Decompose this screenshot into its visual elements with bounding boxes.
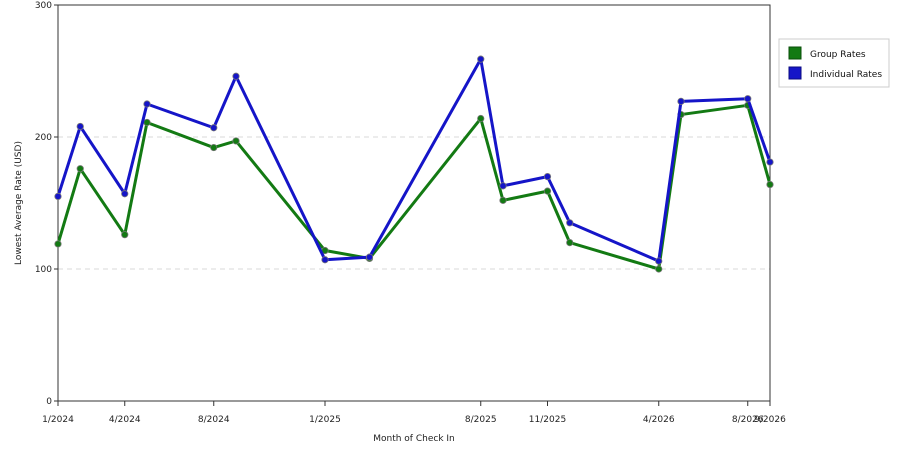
x-tick-label: 9/2026 [754, 415, 786, 425]
data-point-individual-rates [677, 97, 685, 105]
data-point-group-rates [54, 240, 62, 248]
data-point-individual-rates [54, 192, 62, 200]
legend-label-individual-rates: Individual Rates [810, 70, 882, 80]
x-tick-label: 11/2025 [529, 415, 566, 425]
data-point-group-rates [655, 265, 663, 273]
x-tick-label: 1/2024 [42, 415, 74, 425]
data-point-group-rates [543, 187, 552, 195]
legend: Group Rates Individual Rates [778, 38, 890, 88]
data-point-group-rates [121, 231, 129, 239]
x-tick-label: 8/2025 [465, 415, 497, 425]
x-tick-label: 8/2026 [732, 415, 764, 425]
legend-label-group-rates: Group Rates [810, 50, 866, 60]
x-tick-label: 1/2025 [309, 415, 341, 425]
data-point-individual-rates [321, 256, 329, 264]
data-point-individual-rates [365, 253, 374, 261]
data-point-group-rates [232, 137, 240, 145]
plot-frame [57, 4, 771, 402]
data-point-group-rates [766, 180, 774, 189]
data-point-group-rates [566, 239, 574, 247]
data-point-group-rates [210, 143, 218, 152]
data-point-group-rates [499, 196, 507, 204]
x-tick-label: 4/2026 [643, 415, 675, 425]
y-axis-ticks: 0 100 200 300 [35, 1, 58, 407]
series-layer [54, 55, 774, 273]
data-point-individual-rates [744, 95, 752, 103]
data-point-group-rates [76, 165, 84, 173]
series-line-group-rates [56, 103, 772, 271]
data-point-individual-rates [543, 173, 552, 181]
x-axis-ticks: 1/2024 4/2024 8/2024 1/2025 8/2025 11/2025 4/2… [42, 401, 786, 425]
data-point-individual-rates [210, 124, 218, 132]
data-point-group-rates [143, 118, 151, 127]
y-tick-label: 100 [35, 265, 52, 275]
x-axis-title: Month of Check In [373, 434, 455, 444]
data-point-individual-rates [477, 55, 485, 63]
series-line-individual-rates [56, 57, 772, 263]
legend-swatch-individual-rates [788, 66, 802, 80]
y-tick-label: 200 [35, 133, 52, 143]
data-point-individual-rates [121, 190, 129, 198]
data-point-group-rates [477, 114, 485, 123]
data-point-individual-rates [766, 158, 774, 166]
y-tick-label: 300 [35, 1, 52, 11]
data-point-individual-rates [655, 257, 663, 265]
legend-swatch-group-rates [788, 46, 802, 60]
data-point-individual-rates [143, 100, 151, 108]
y-tick-label: 0 [46, 397, 52, 407]
data-point-individual-rates [566, 219, 574, 227]
data-point-individual-rates [499, 182, 507, 190]
data-point-individual-rates [76, 122, 84, 131]
grid-lines [58, 136, 770, 270]
x-tick-label: 4/2024 [109, 415, 141, 425]
y-axis-title: Lowest Average Rate (USD) [14, 141, 24, 265]
x-tick-label: 8/2024 [198, 415, 230, 425]
data-point-individual-rates [232, 72, 240, 80]
